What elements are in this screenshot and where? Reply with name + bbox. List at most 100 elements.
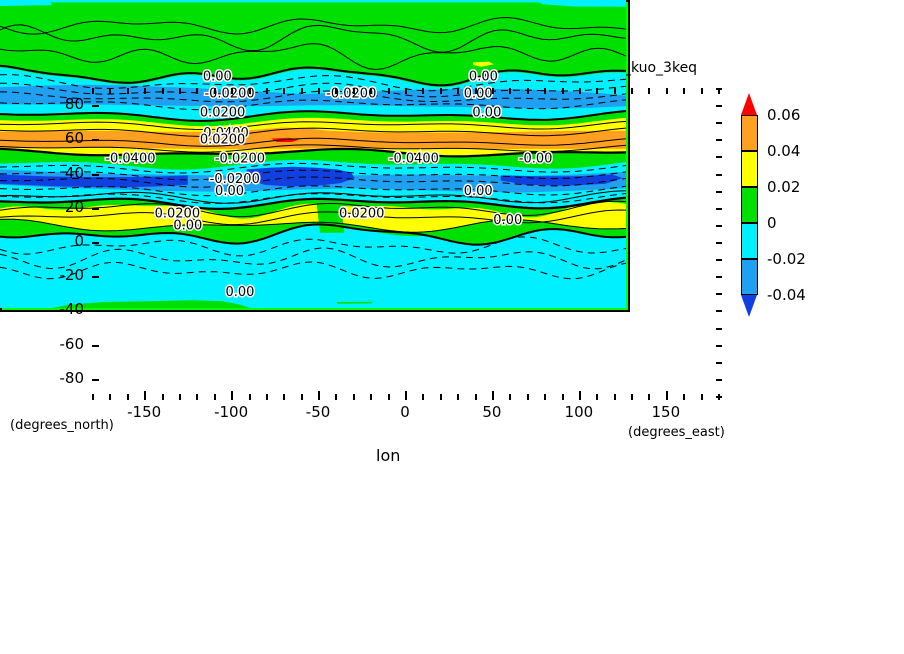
minor-tick-mark: [716, 242, 722, 244]
minor-tick-mark: [716, 327, 722, 330]
contour-label: 0.0400: [203, 126, 249, 141]
contour-label: 0.00: [472, 105, 501, 120]
minor-tick-mark: [716, 310, 722, 313]
x-axis-units: (degrees_east): [628, 425, 725, 440]
minor-tick-mark: [457, 394, 460, 400]
minor-tick-mark: [509, 88, 512, 94]
minor-tick-mark: [716, 190, 722, 193]
minor-tick-mark: [716, 173, 722, 176]
contour-band: [473, 61, 494, 67]
minor-tick-mark: [126, 88, 129, 94]
minor-tick-mark: [161, 394, 164, 400]
minor-tick-mark: [665, 88, 668, 94]
x-tick-label: 150: [651, 403, 681, 421]
y-tick-label: -40: [59, 300, 85, 319]
contour-line-positive: [0, 120, 626, 131]
contour-line-negative: [0, 74, 626, 92]
minor-tick-mark: [648, 88, 651, 94]
contour-line-negative: [0, 176, 626, 188]
minor-tick-mark: [161, 88, 164, 94]
contour-line-positive: [0, 196, 626, 210]
y-tick-mark: [92, 344, 99, 347]
minor-tick-mark: [613, 88, 616, 94]
minor-tick-mark: [578, 394, 581, 400]
minor-tick-mark: [352, 394, 355, 400]
contour-line-positive: [0, 218, 626, 233]
colorbar-tick-label: 0: [767, 214, 777, 232]
contour-band: [52, 300, 251, 308]
contour-label: 0.0200: [339, 206, 385, 221]
y-tick-label: 0: [74, 232, 84, 250]
contour-line-positive: [0, 200, 626, 218]
minor-tick-mark: [544, 394, 547, 400]
y-tick-mark: [92, 242, 99, 244]
contour-band: [556, 135, 623, 144]
minor-tick-mark: [544, 88, 547, 94]
minor-tick-mark: [248, 394, 251, 400]
y-tick-mark: [92, 139, 99, 142]
contour-line-positive: [0, 144, 626, 153]
minor-tick-mark: [265, 88, 268, 94]
contour-plot-area: 0.00 0.00 -0.0200 -0.0200 0.00 0.0200 0.00 0.04…: [0, 0, 630, 312]
x-tick-label: -100: [214, 403, 249, 421]
contour-line-negative: [0, 247, 626, 270]
minor-tick-mark: [283, 394, 286, 400]
colorbar-tick-label: 0.02: [767, 178, 801, 196]
minor-tick-mark: [422, 88, 425, 94]
contour-line-positive: [0, 190, 626, 204]
minor-tick-mark: [526, 394, 529, 400]
minor-tick-mark: [370, 394, 373, 400]
colorbar-segment: [741, 223, 758, 259]
minor-tick-mark: [700, 394, 703, 400]
colorbar-segment: [741, 151, 758, 187]
colorbar-tick-label: 0.04: [767, 142, 801, 160]
contour-label: 0.00: [464, 87, 493, 102]
minor-tick-mark: [716, 139, 722, 142]
contour-line-negative: [0, 90, 626, 103]
y-tick-label: -80: [59, 368, 85, 387]
minor-tick-mark: [405, 394, 407, 400]
minor-tick-mark: [716, 396, 722, 398]
minor-tick-mark: [352, 88, 355, 94]
contour-line-positive: [0, 223, 626, 246]
y-tick-label: 80: [64, 95, 84, 114]
minor-tick-mark: [109, 88, 112, 94]
minor-tick-mark: [387, 88, 390, 94]
contour-band: [0, 84, 626, 109]
contour-label: 0.00: [215, 184, 244, 199]
contour-label: 0.00: [173, 218, 202, 233]
minor-tick-mark: [387, 394, 390, 400]
minor-tick-mark: [474, 394, 477, 400]
colorbar: 0.06 0.04 0.02 0 -0.02 -0.04: [741, 93, 806, 317]
minor-tick-mark: [716, 88, 722, 90]
contour-line-negative: [0, 99, 626, 111]
colorbar-segment: [741, 187, 758, 223]
minor-tick-mark: [509, 394, 512, 400]
contour-line-positive: [0, 16, 626, 35]
minor-tick-mark: [716, 344, 722, 347]
contour-label: -0.0200: [210, 172, 260, 187]
y-tick-label: -20: [59, 266, 85, 285]
y-tick-label: 20: [64, 197, 84, 216]
contour-line-positive: [0, 110, 626, 122]
minor-tick-mark: [716, 207, 722, 210]
minor-tick-mark: [526, 88, 529, 94]
contour-label: 0.00: [225, 285, 254, 300]
minor-tick-mark: [439, 394, 442, 400]
contour-line-positive: [0, 43, 626, 71]
minor-tick-mark: [716, 293, 722, 296]
contour-label: -0.0200: [215, 152, 265, 167]
minor-tick-mark: [109, 394, 112, 400]
minor-tick-mark: [716, 378, 722, 381]
contour-line-negative: [0, 169, 626, 181]
minor-tick-mark: [144, 88, 147, 94]
minor-tick-mark: [178, 394, 181, 400]
minor-tick-mark: [178, 88, 181, 94]
contour-band: [0, 174, 188, 188]
minor-tick-mark: [683, 394, 686, 400]
minor-tick-mark: [196, 394, 199, 400]
minor-tick-mark: [439, 88, 442, 94]
x-axis-label: lon: [376, 446, 401, 465]
minor-tick-mark: [716, 361, 722, 364]
minor-tick-mark: [474, 88, 477, 94]
